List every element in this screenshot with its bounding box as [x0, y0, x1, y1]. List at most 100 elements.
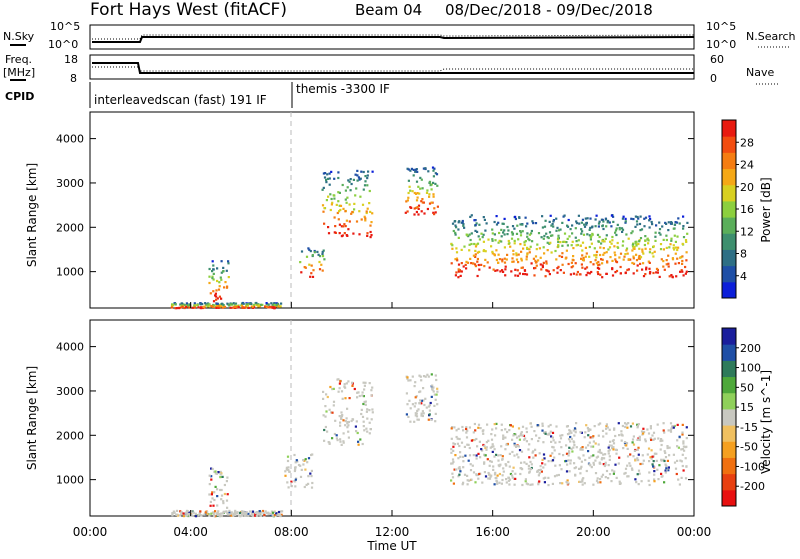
scatter-point — [526, 232, 529, 235]
scatter-point — [262, 512, 266, 515]
scatter-point — [630, 467, 634, 470]
scatter-point — [570, 244, 573, 247]
scatter-point — [423, 403, 426, 407]
scatter-point — [334, 419, 337, 422]
scatter-point — [356, 169, 359, 172]
scatter-point — [340, 390, 344, 393]
scatter-point — [620, 430, 623, 433]
scatter-point — [485, 448, 488, 451]
scatter-point — [287, 466, 290, 469]
scatter-point — [338, 204, 341, 207]
scatter-point — [601, 218, 604, 221]
scatter-point — [472, 262, 475, 265]
scatter-point — [502, 437, 505, 440]
scatter-point — [519, 432, 523, 435]
scatter-point — [407, 168, 410, 171]
scatter-point — [493, 473, 497, 476]
scatter-point — [213, 511, 216, 514]
scatter-point — [310, 264, 313, 267]
scatter-point — [500, 423, 503, 426]
scatter-point — [664, 463, 667, 466]
scatter-point — [256, 514, 259, 517]
scatter-point — [560, 468, 563, 471]
scatter-point — [520, 431, 523, 434]
scatter-point — [590, 235, 593, 238]
scatter-point — [477, 477, 480, 480]
scatter-point — [228, 509, 231, 512]
scatter-point — [590, 242, 593, 245]
scatter-point — [209, 292, 212, 295]
scatter-point — [473, 422, 476, 426]
scatter-point — [650, 220, 653, 224]
scatter-point — [610, 480, 613, 483]
scatter-point — [568, 235, 571, 238]
scatter-point — [507, 229, 510, 232]
scatter-point — [483, 444, 486, 447]
scatter-point — [540, 236, 543, 239]
scatter-point — [469, 463, 472, 466]
scatter-point — [513, 483, 516, 486]
colorbar-segment — [722, 489, 736, 507]
scatter-point — [517, 445, 520, 448]
scatter-point — [665, 259, 668, 262]
scatter-point — [273, 510, 276, 513]
scatter-point — [583, 482, 586, 485]
scatter-point — [636, 448, 639, 451]
scatter-point — [255, 513, 258, 516]
scatter-point — [498, 258, 501, 261]
scatter-point — [636, 215, 639, 219]
scatter-point — [305, 255, 309, 258]
scatter-point — [225, 269, 228, 272]
scatter-point — [653, 452, 656, 455]
scatter-point — [359, 177, 362, 180]
scatter-point — [592, 263, 595, 266]
scatter-point — [501, 258, 504, 261]
scatter-point — [490, 433, 493, 436]
scatter-point — [217, 306, 220, 309]
scatter-point — [684, 457, 687, 460]
scatter-point — [215, 298, 218, 301]
scatter-point — [494, 476, 497, 480]
scatter-point — [584, 458, 587, 462]
scatter-point — [183, 303, 186, 306]
scatter-point — [580, 263, 583, 266]
scatter-point — [217, 471, 220, 474]
scatter-point — [203, 513, 206, 516]
scatter-point — [433, 167, 436, 170]
scatter-point — [324, 405, 327, 408]
scatter-point — [310, 272, 313, 275]
scatter-point — [210, 467, 213, 470]
scatter-point — [655, 271, 658, 274]
scatter-point — [491, 443, 494, 446]
scatter-point — [475, 457, 478, 460]
scatter-point — [637, 459, 640, 462]
scatter-point — [490, 460, 493, 463]
scatter-point — [296, 460, 299, 463]
scatter-point — [595, 456, 598, 459]
scatter-point — [371, 212, 374, 215]
scatter-point — [617, 462, 620, 465]
scatter-point — [365, 410, 368, 413]
scatter-point — [525, 482, 528, 485]
scatter-point — [483, 461, 486, 464]
scatter-point — [680, 256, 683, 259]
scatter-point — [299, 261, 302, 264]
scatter-point — [554, 441, 557, 444]
scatter-point — [561, 434, 564, 437]
scatter-point — [199, 307, 202, 310]
scatter-point — [538, 247, 541, 250]
scatter-point — [328, 441, 331, 444]
scatter-point — [199, 510, 202, 513]
scatter-point — [519, 243, 522, 246]
scatter-point — [618, 456, 621, 459]
scatter-point — [230, 302, 233, 306]
scatter-point — [510, 237, 514, 240]
scatter-point — [223, 305, 227, 308]
scatter-point — [584, 267, 587, 270]
scatter-point — [625, 444, 628, 447]
scatter-point — [307, 482, 310, 485]
scatter-point — [624, 217, 627, 220]
x-tick-label: 12:00 — [375, 525, 410, 539]
scatter-point — [340, 443, 343, 446]
scatter-point — [495, 258, 498, 262]
